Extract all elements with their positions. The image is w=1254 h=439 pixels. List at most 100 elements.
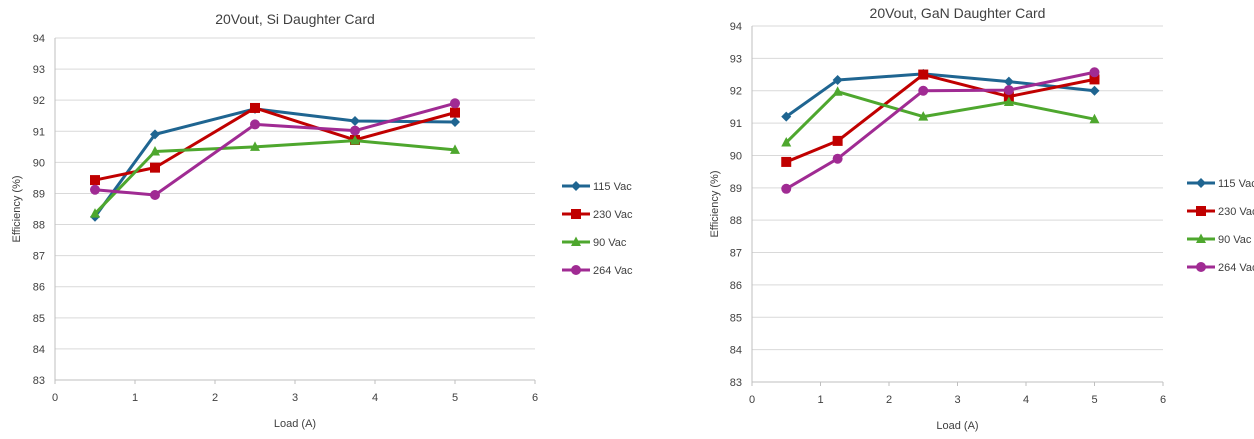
data-point (1003, 91, 1014, 102)
y-tick-label: 88 (33, 220, 45, 232)
data-point (781, 111, 792, 122)
data-point (832, 86, 843, 96)
legend-marker (571, 181, 581, 191)
x-axis-title: Load (A) (274, 418, 316, 430)
data-point (150, 129, 160, 140)
data-point (1003, 76, 1014, 87)
data-point (450, 107, 460, 118)
legend-label: 90 Vac (1218, 234, 1252, 246)
y-tick-label: 86 (33, 282, 45, 294)
data-point (918, 69, 929, 80)
chart-title: 20Vout, Si Daughter Card (215, 11, 375, 27)
y-tick-label: 93 (730, 53, 742, 65)
y-tick-label: 93 (33, 64, 45, 76)
data-point (781, 183, 792, 194)
data-point (781, 156, 792, 167)
y-tick-label: 89 (33, 188, 45, 200)
legend-marker (1196, 233, 1206, 243)
y-tick-label: 92 (33, 95, 45, 107)
legend-label: 115 Vac (593, 181, 632, 193)
y-tick-label: 85 (730, 312, 742, 324)
x-tick-label: 1 (817, 394, 823, 406)
x-tick-label: 0 (749, 394, 755, 406)
y-axis-title: Efficiency (%) (709, 170, 721, 237)
legend-label: 90 Vac (593, 237, 627, 249)
y-tick-label: 90 (33, 157, 45, 169)
y-tick-label: 90 (730, 150, 742, 162)
data-point (250, 102, 260, 113)
y-tick-label: 87 (33, 251, 45, 263)
legend-marker (571, 209, 581, 219)
x-tick-label: 2 (886, 394, 892, 406)
y-tick-label: 85 (33, 313, 45, 325)
data-point (90, 184, 100, 195)
data-point (150, 162, 160, 173)
data-point (350, 135, 360, 145)
y-tick-label: 92 (730, 86, 742, 98)
data-point (450, 98, 460, 109)
data-point (1089, 67, 1100, 78)
si-chart-group: 83 84 85 86 87 88 89 90 91 92 93 94 0 1 2 3 4 5 6 20Vout, S… (11, 11, 633, 430)
legend-label: 264 Vac (593, 265, 633, 277)
y-tick-label: 91 (33, 126, 45, 138)
data-point (350, 125, 360, 136)
x-tick-label: 6 (1160, 394, 1166, 406)
data-point (450, 144, 460, 154)
data-point (150, 190, 160, 201)
data-point (350, 116, 360, 127)
data-point (832, 75, 843, 86)
x-tick-label: 2 (212, 392, 218, 404)
series-line-264-vac (94, 101, 456, 197)
y-tick-label: 84 (33, 344, 45, 356)
legend-marker (1196, 262, 1206, 272)
x-tick-label: 3 (292, 392, 298, 404)
y-tick-label: 83 (33, 375, 45, 387)
x-tick-label: 4 (1023, 394, 1029, 406)
x-tick-label: 3 (954, 394, 960, 406)
x-tick-label: 0 (52, 392, 58, 404)
data-point (1089, 74, 1100, 85)
y-tick-label: 83 (730, 377, 742, 389)
legend-label: 230 Vac (593, 209, 633, 221)
legend-marker (1196, 178, 1206, 188)
x-axis-title: Load (A) (936, 420, 978, 432)
data-point (90, 175, 100, 186)
legend-label: 115 Vac (1218, 178, 1254, 190)
data-point (1003, 85, 1014, 96)
y-tick-label: 88 (730, 215, 742, 227)
y-tick-label: 86 (730, 280, 742, 292)
y-tick-label: 94 (730, 21, 742, 33)
gan-chart-group: 83 84 85 86 87 88 89 90 91 92 93 94 0 1 2 3 4 5 6 20Vout, G… (709, 5, 1254, 432)
x-tick-label: 1 (132, 392, 138, 404)
chart-title: 20Vout, GaN Daughter Card (870, 5, 1046, 21)
y-tick-label: 87 (730, 248, 742, 260)
x-tick-label: 5 (1091, 394, 1097, 406)
data-point (90, 208, 100, 218)
data-point (150, 145, 160, 156)
legend-label: 230 Vac (1218, 206, 1254, 218)
series-line-230-vac (785, 73, 1095, 164)
x-tick-label: 4 (372, 392, 378, 404)
legend-marker (571, 265, 581, 275)
data-point (781, 137, 792, 147)
data-point (1089, 85, 1100, 96)
data-point (250, 141, 260, 151)
data-point (1089, 113, 1100, 124)
data-point (918, 111, 929, 121)
y-tick-label: 94 (33, 33, 45, 45)
y-tick-label: 91 (730, 118, 742, 130)
y-axis-title: Efficiency (%) (11, 175, 23, 242)
legend-marker (571, 236, 581, 246)
legend-marker (1196, 206, 1206, 216)
y-tick-label: 89 (730, 183, 742, 195)
y-tick-label: 84 (730, 345, 742, 357)
data-point (832, 153, 843, 164)
x-tick-label: 6 (532, 392, 538, 404)
series-line-90-vac (93, 139, 456, 215)
data-point (450, 116, 460, 127)
x-tick-label: 5 (452, 392, 458, 404)
data-point (1003, 96, 1014, 107)
data-point (918, 85, 929, 96)
